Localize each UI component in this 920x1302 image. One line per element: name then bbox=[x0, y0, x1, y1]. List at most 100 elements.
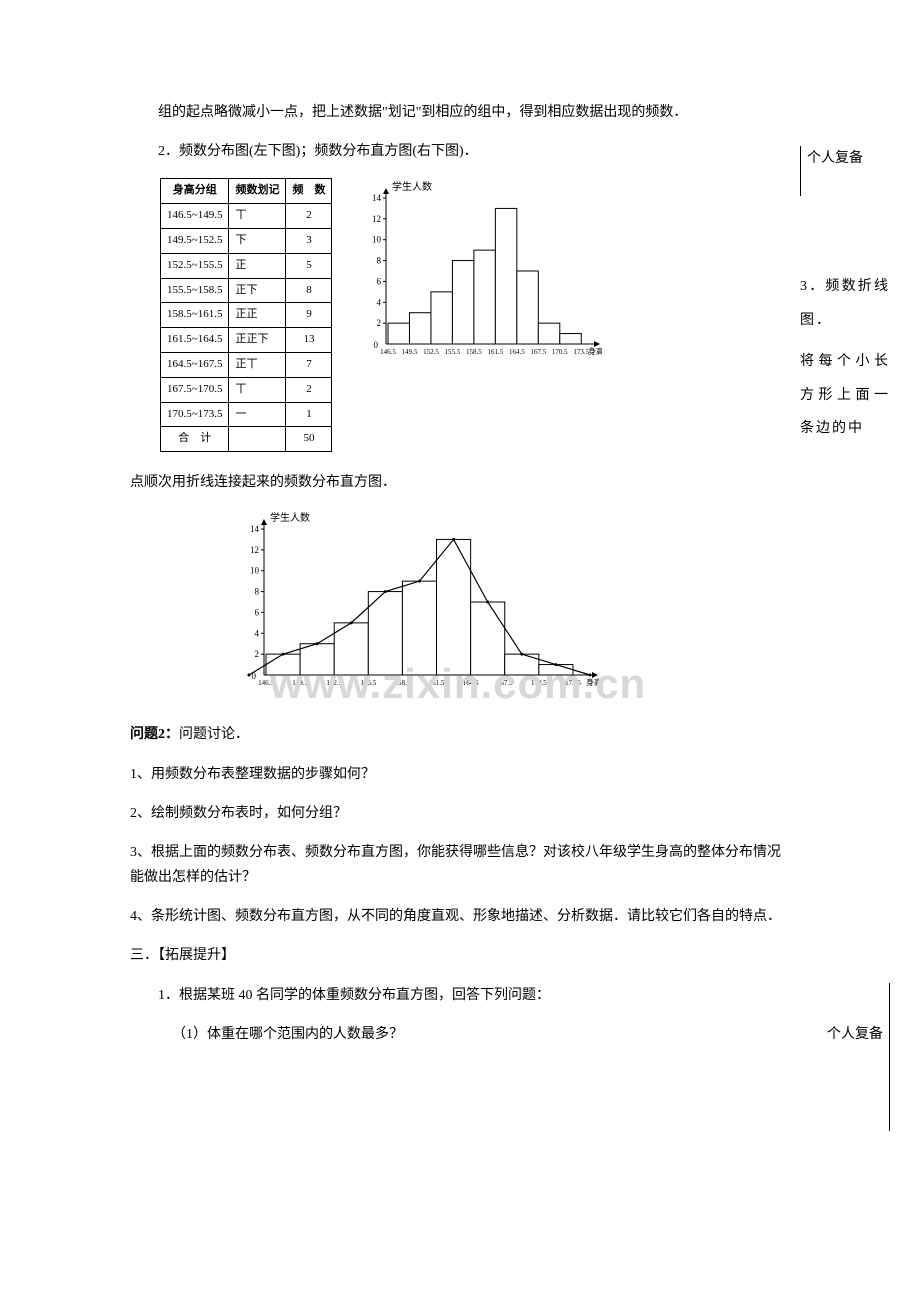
table-row: 158.5~161.5正正9 bbox=[161, 303, 332, 328]
svg-text:14: 14 bbox=[372, 193, 382, 203]
table-cell: 正丅 bbox=[229, 352, 286, 377]
q2-text: 问题讨论． bbox=[179, 727, 249, 742]
table-header: 身高分组 bbox=[161, 179, 229, 204]
table-row: 149.5~152.5下3 bbox=[161, 228, 332, 253]
table-header: 频 数 bbox=[286, 179, 332, 204]
question-2-heading: 问题2：问题讨论． bbox=[130, 722, 790, 747]
table-cell: 50 bbox=[286, 427, 332, 452]
table-cell: 7 bbox=[286, 352, 332, 377]
svg-text:164.5: 164.5 bbox=[463, 679, 479, 687]
table-cell: 2 bbox=[286, 204, 332, 229]
right-text-3a: 3．频数折线图． bbox=[800, 270, 890, 337]
frequency-polygon-chart: 学生人数24681012140146.5149.5152.5155.5158.5… bbox=[230, 509, 790, 706]
table-cell: 170.5~173.5 bbox=[161, 402, 229, 427]
table-cell: 3 bbox=[286, 228, 332, 253]
table-cell: 155.5~158.5 bbox=[161, 278, 229, 303]
intro-paragraph: 组的起点略微减小一点，把上述数据"划记"到相应的组中，得到相应数据出现的频数． bbox=[130, 100, 790, 125]
svg-text:152.5: 152.5 bbox=[424, 348, 440, 356]
svg-text:10: 10 bbox=[250, 566, 260, 576]
question-item: 1、用频数分布表整理数据的步骤如何？ bbox=[130, 762, 790, 787]
item-2-label: 2． bbox=[158, 144, 179, 159]
svg-text:164.5: 164.5 bbox=[509, 348, 525, 356]
svg-text:12: 12 bbox=[372, 214, 381, 224]
table-cell: 152.5~155.5 bbox=[161, 253, 229, 278]
item-2: 2．频数分布图(左下图)；频数分布直方图(右下图)． bbox=[130, 139, 790, 164]
svg-text:10: 10 bbox=[372, 235, 382, 245]
exercise-1: 1．根据某班 40 名同学的体重频数分布直方图，回答下列问题： bbox=[130, 983, 883, 1008]
table-cell: 167.5~170.5 bbox=[161, 377, 229, 402]
svg-text:6: 6 bbox=[255, 608, 260, 618]
svg-text:4: 4 bbox=[377, 298, 382, 308]
svg-text:161.5: 161.5 bbox=[429, 679, 445, 687]
svg-text:149.5: 149.5 bbox=[402, 348, 418, 356]
svg-text:身高/cm: 身高/cm bbox=[588, 346, 602, 356]
svg-text:8: 8 bbox=[377, 256, 382, 266]
svg-text:167.5: 167.5 bbox=[497, 679, 513, 687]
table-cell: 149.5~152.5 bbox=[161, 228, 229, 253]
svg-text:161.5: 161.5 bbox=[488, 348, 504, 356]
svg-text:学生人数: 学生人数 bbox=[392, 180, 432, 193]
question-item: 4、条形统计图、频数分布直方图，从不同的角度直观、形象地描述、分析数据．请比较它… bbox=[130, 904, 790, 929]
svg-text:146.5: 146.5 bbox=[381, 348, 397, 356]
table-cell: 一 bbox=[229, 402, 286, 427]
connect-paragraph: 点顺次用折线连接起来的频数分布直方图． bbox=[130, 470, 790, 495]
svg-text:8: 8 bbox=[255, 587, 260, 597]
table-cell: 5 bbox=[286, 253, 332, 278]
table-header: 频数划记 bbox=[229, 179, 286, 204]
table-cell: 正正 bbox=[229, 303, 286, 328]
item-2-text: 频数分布图(左下图)；频数分布直方图(右下图)． bbox=[179, 144, 478, 159]
side-note-1: 个人复备 bbox=[800, 146, 890, 196]
svg-text:身高/cm: 身高/cm bbox=[586, 677, 600, 687]
svg-text:2: 2 bbox=[377, 319, 382, 329]
table-cell: 164.5~167.5 bbox=[161, 352, 229, 377]
table-cell: 丅 bbox=[229, 204, 286, 229]
right-text-3: 3．频数折线图． 将每个小长方形上面一条边的中 bbox=[800, 270, 890, 446]
table-cell bbox=[229, 427, 286, 452]
svg-text:学生人数: 学生人数 bbox=[270, 511, 310, 524]
svg-text:158.5: 158.5 bbox=[466, 348, 482, 356]
table-cell: 161.5~164.5 bbox=[161, 328, 229, 353]
table-cell: 正 bbox=[229, 253, 286, 278]
table-cell: 丅 bbox=[229, 377, 286, 402]
svg-text:155.5: 155.5 bbox=[445, 348, 461, 356]
svg-text:12: 12 bbox=[250, 545, 259, 555]
table-cell: 158.5~161.5 bbox=[161, 303, 229, 328]
table-cell: 8 bbox=[286, 278, 332, 303]
q2-title: 问题2： bbox=[130, 727, 179, 742]
table-cell: 2 bbox=[286, 377, 332, 402]
svg-text:149.5: 149.5 bbox=[292, 679, 308, 687]
svg-text:170.5: 170.5 bbox=[552, 348, 568, 356]
histogram-chart: 学生人数 2 4 6 8 10 12 14 0146.5 149.5 152.5 155.5 158.5… bbox=[352, 178, 602, 375]
svg-text:155.5: 155.5 bbox=[360, 679, 376, 687]
table-row: 合 计 50 bbox=[161, 427, 332, 452]
side-note-2: 个人复备 bbox=[827, 1022, 883, 1061]
question-item: 3、根据上面的频数分布表、频数分布直方图，你能获得哪些信息？对该校八年级学生身高… bbox=[130, 840, 790, 890]
table-row: 164.5~167.5正丅7 bbox=[161, 352, 332, 377]
svg-text:2: 2 bbox=[255, 649, 260, 659]
table-cell: 146.5~149.5 bbox=[161, 204, 229, 229]
svg-text:0: 0 bbox=[374, 340, 379, 350]
svg-text:167.5: 167.5 bbox=[531, 348, 547, 356]
exercise-1-sub: （1）体重在哪个范围内的人数最多？ bbox=[130, 1022, 403, 1047]
section-3-heading: 三．【拓展提升】 bbox=[130, 943, 790, 968]
table-row: 161.5~164.5正正下13 bbox=[161, 328, 332, 353]
table-cell: 正下 bbox=[229, 278, 286, 303]
right-text-3b: 将每个小长方形上面一条边的中 bbox=[800, 345, 890, 446]
table-cell: 合 计 bbox=[161, 427, 229, 452]
table-cell: 9 bbox=[286, 303, 332, 328]
frequency-table: 身高分组频数划记频 数 146.5~149.5丅2149.5~152.5下315… bbox=[160, 178, 332, 452]
svg-text:152.5: 152.5 bbox=[326, 679, 342, 687]
table-cell: 13 bbox=[286, 328, 332, 353]
table-cell: 1 bbox=[286, 402, 332, 427]
svg-text:4: 4 bbox=[255, 629, 260, 639]
svg-text:173.5: 173.5 bbox=[565, 679, 581, 687]
table-row: 152.5~155.5正5 bbox=[161, 253, 332, 278]
svg-text:170.5: 170.5 bbox=[531, 679, 547, 687]
svg-text:6: 6 bbox=[377, 277, 382, 287]
svg-text:158.5: 158.5 bbox=[395, 679, 411, 687]
svg-text:14: 14 bbox=[250, 524, 260, 534]
svg-text:146.5: 146.5 bbox=[258, 679, 274, 687]
table-cell: 下 bbox=[229, 228, 286, 253]
table-row: 155.5~158.5正下8 bbox=[161, 278, 332, 303]
table-row: 170.5~173.5一1 bbox=[161, 402, 332, 427]
